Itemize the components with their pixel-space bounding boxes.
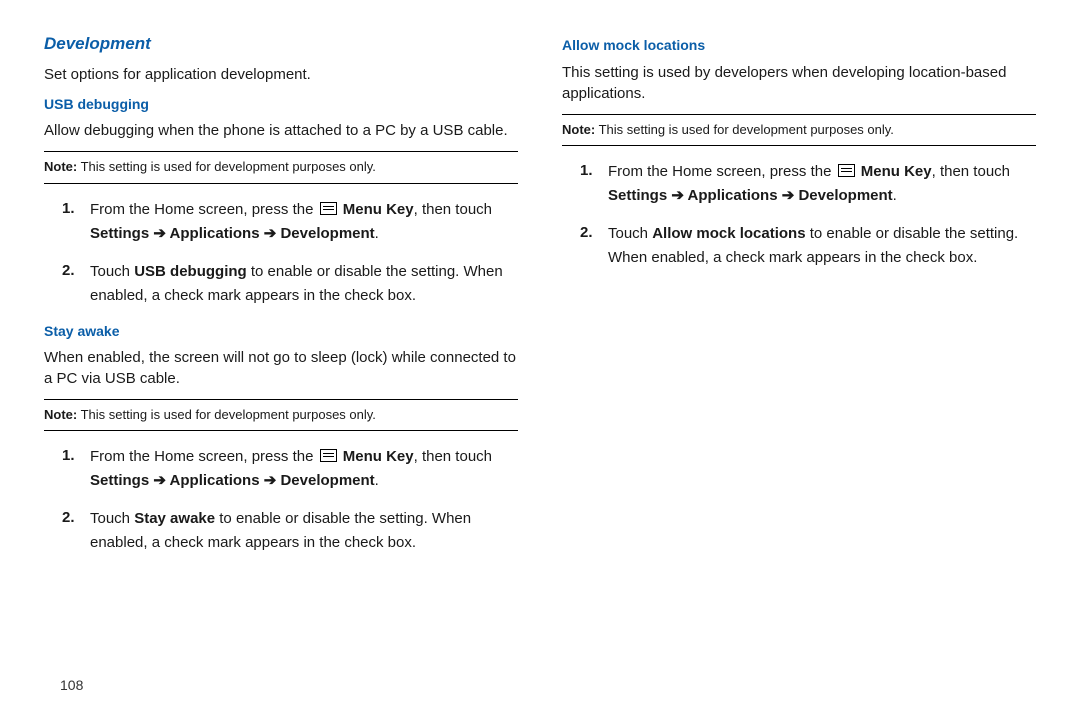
note-label: Note:: [44, 159, 77, 174]
note-text: This setting is used for development pur…: [595, 122, 894, 137]
list-item: 2. Touch Stay awake to enable or disable…: [44, 507, 518, 555]
usb-steps: 1. From the Home screen, press the Menu …: [44, 198, 518, 308]
text-run: Touch: [608, 225, 652, 242]
bold-term: Stay awake: [134, 510, 215, 527]
right-column: Allow mock locations This setting is use…: [562, 32, 1036, 569]
step-text: Touch Allow mock locations to enable or …: [608, 222, 1036, 270]
arrow-icon: ➔: [149, 225, 169, 242]
menu-key-icon: [320, 202, 337, 215]
page-number: 108: [60, 676, 83, 696]
arrow-icon: ➔: [778, 187, 799, 204]
path-settings: Settings: [608, 187, 667, 204]
path-applications: Applications: [688, 187, 778, 204]
step-text: From the Home screen, press the Menu Key…: [608, 160, 1036, 208]
text-run: From the Home screen, press the: [90, 448, 318, 465]
path-development: Development: [798, 187, 892, 204]
subhead-usb-debugging: USB debugging: [44, 95, 518, 115]
menu-key-label: Menu Key: [339, 448, 414, 465]
step-text: From the Home screen, press the Menu Key…: [90, 198, 518, 246]
stay-awake-body: When enabled, the screen will not go to …: [44, 347, 518, 389]
note-label: Note:: [44, 407, 77, 422]
section-title-development: Development: [44, 32, 518, 56]
text-run: , then touch: [932, 163, 1010, 180]
usb-note-box: Note: This setting is used for developme…: [44, 151, 518, 183]
text-run: Touch: [90, 263, 134, 280]
text-run: , then touch: [414, 448, 492, 465]
stay-note-box: Note: This setting is used for developme…: [44, 399, 518, 431]
text-run: From the Home screen, press the: [90, 201, 318, 218]
path-applications: Applications: [170, 225, 260, 242]
note-text: This setting is used for development pur…: [77, 159, 376, 174]
text-run: , then touch: [414, 201, 492, 218]
mock-steps: 1. From the Home screen, press the Menu …: [562, 160, 1036, 270]
bold-term: USB debugging: [134, 263, 247, 280]
mock-note-box: Note: This setting is used for developme…: [562, 114, 1036, 146]
step-number: 2.: [562, 222, 608, 270]
menu-key-icon: [320, 449, 337, 462]
path-settings: Settings: [90, 472, 149, 489]
arrow-icon: ➔: [260, 225, 281, 242]
menu-key-label: Menu Key: [857, 163, 932, 180]
step-number: 1.: [44, 198, 90, 246]
left-column: Development Set options for application …: [44, 32, 518, 569]
list-item: 1. From the Home screen, press the Menu …: [562, 160, 1036, 208]
list-item: 1. From the Home screen, press the Menu …: [44, 198, 518, 246]
text-run: From the Home screen, press the: [608, 163, 836, 180]
note-label: Note:: [562, 122, 595, 137]
mock-body: This setting is used by developers when …: [562, 62, 1036, 104]
step-number: 1.: [44, 445, 90, 493]
step-number: 1.: [562, 160, 608, 208]
arrow-icon: ➔: [667, 187, 687, 204]
step-text: From the Home screen, press the Menu Key…: [90, 445, 518, 493]
arrow-icon: ➔: [149, 472, 169, 489]
step-text: Touch USB debugging to enable or disable…: [90, 260, 518, 308]
development-intro: Set options for application development.: [44, 64, 518, 85]
step-number: 2.: [44, 507, 90, 555]
usb-debugging-body: Allow debugging when the phone is attach…: [44, 120, 518, 141]
list-item: 1. From the Home screen, press the Menu …: [44, 445, 518, 493]
text-run: Touch: [90, 510, 134, 527]
note-text: This setting is used for development pur…: [77, 407, 376, 422]
path-applications: Applications: [170, 472, 260, 489]
stay-steps: 1. From the Home screen, press the Menu …: [44, 445, 518, 555]
manual-page: Development Set options for application …: [0, 0, 1080, 589]
path-development: Development: [280, 472, 374, 489]
menu-key-label: Menu Key: [339, 201, 414, 218]
subhead-allow-mock-locations: Allow mock locations: [562, 36, 1036, 56]
step-number: 2.: [44, 260, 90, 308]
step-text: Touch Stay awake to enable or disable th…: [90, 507, 518, 555]
subhead-stay-awake: Stay awake: [44, 322, 518, 342]
path-development: Development: [280, 225, 374, 242]
arrow-icon: ➔: [260, 472, 281, 489]
list-item: 2. Touch Allow mock locations to enable …: [562, 222, 1036, 270]
path-settings: Settings: [90, 225, 149, 242]
list-item: 2. Touch USB debugging to enable or disa…: [44, 260, 518, 308]
menu-key-icon: [838, 164, 855, 177]
bold-term: Allow mock locations: [652, 225, 805, 242]
